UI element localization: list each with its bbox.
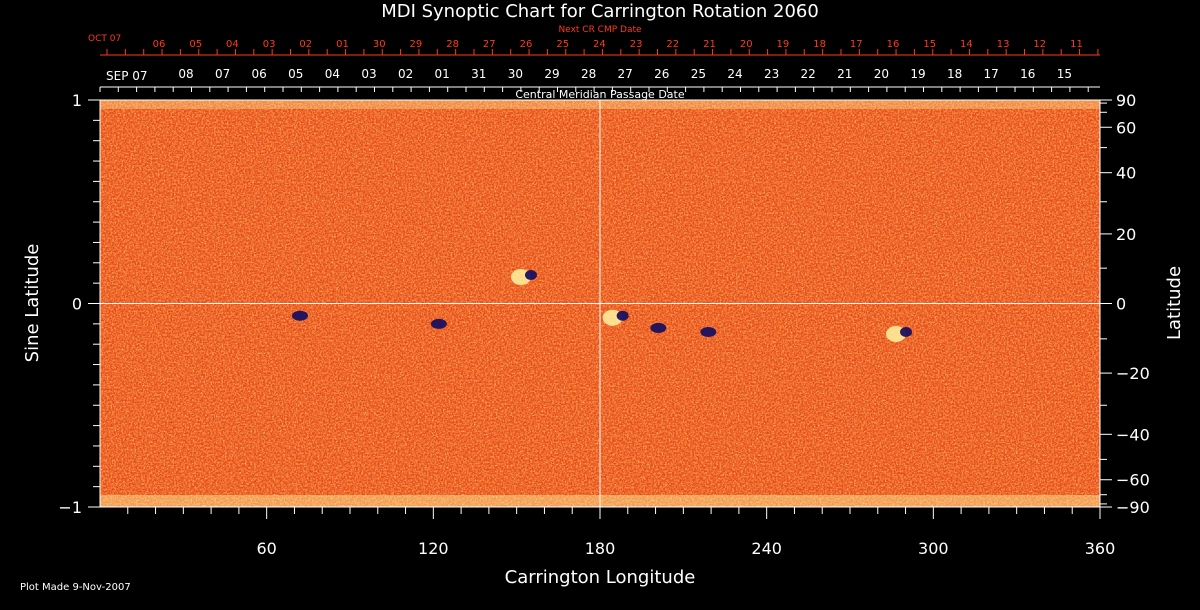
next-cr-day-label: 16 (887, 39, 900, 50)
chart-title: MDI Synoptic Chart for Carrington Rotati… (381, 1, 819, 22)
active-region-negative (525, 270, 537, 281)
cmp-day-label: 17 (984, 67, 999, 81)
next-cr-day-label: 26 (520, 39, 533, 50)
active-region-negative (616, 310, 629, 321)
next-cr-day-label: 30 (373, 39, 386, 50)
cmp-day-label: 06 (252, 67, 267, 81)
y-tick-label-left: 0 (72, 295, 82, 314)
cmp-day-label: 24 (727, 67, 742, 81)
cmp-day-label: 31 (471, 67, 486, 81)
cmp-day-label: 27 (618, 67, 633, 81)
x-tick-label: 360 (1085, 539, 1116, 558)
cmp-day-label: 23 (764, 67, 779, 81)
y-tick-label-right: −20 (1116, 364, 1150, 383)
plot-made-note: Plot Made 9-Nov-2007 (20, 582, 131, 593)
y-tick-label-right: 60 (1116, 118, 1136, 137)
next-cr-day-label: 27 (483, 39, 496, 50)
y-tick-label-left: 1 (72, 91, 82, 110)
next-cr-axis-label: Next CR CMP Date (558, 25, 642, 35)
cmp-day-label: 25 (691, 67, 706, 81)
next-cr-day-label: 03 (263, 39, 276, 50)
next-cr-day-label: 02 (299, 39, 312, 50)
x-tick-label: 120 (418, 539, 449, 558)
next-cr-day-label: 25 (556, 39, 569, 50)
cmp-day-label: 21 (837, 67, 852, 81)
cmp-day-label: 04 (325, 67, 340, 81)
next-cr-day-label: 28 (446, 39, 459, 50)
cmp-day-label: 29 (544, 67, 559, 81)
next-cr-day-label: 12 (1033, 39, 1046, 50)
cmp-day-label: 26 (654, 67, 669, 81)
x-axis-label: Carrington Longitude (505, 567, 696, 588)
cmp-day-label: 28 (581, 67, 596, 81)
cmp-day-label: 05 (288, 67, 303, 81)
cmp-axis-label: Central Meridian Passage Date (515, 88, 684, 101)
next-cr-day-label: 06 (153, 39, 166, 50)
cmp-day-label: 19 (910, 67, 925, 81)
active-region-negative (650, 322, 667, 333)
y-tick-label-right: −90 (1116, 498, 1150, 517)
active-region-negative (900, 327, 912, 338)
active-region-negative (292, 310, 308, 321)
y-tick-label-right: 40 (1116, 164, 1136, 183)
cmp-start-label: SEP 07 (106, 69, 148, 83)
cmp-day-label: 18 (947, 67, 962, 81)
y-tick-label-left: −1 (58, 498, 82, 517)
x-tick-label: 300 (918, 539, 949, 558)
y-tick-label-right: 20 (1116, 225, 1136, 244)
next-cr-day-label: 22 (666, 39, 679, 50)
y-axis-label-left: Sine Latitude (22, 244, 43, 363)
next-cr-day-label: 21 (703, 39, 716, 50)
next-cr-day-label: 13 (997, 39, 1010, 50)
cmp-day-label: 02 (398, 67, 413, 81)
y-tick-label-right: 90 (1116, 91, 1136, 110)
y-tick-label-right: 0 (1116, 295, 1126, 314)
active-region-negative (430, 318, 447, 329)
next-cr-day-label: 24 (593, 39, 606, 50)
cmp-day-label: 30 (508, 67, 523, 81)
cmp-day-label: 01 (435, 67, 450, 81)
next-cr-day-label: 04 (226, 39, 239, 50)
next-cr-day-label: 17 (850, 39, 863, 50)
y-tick-label-right: −60 (1116, 471, 1150, 490)
next-cr-day-label: 19 (777, 39, 790, 50)
map-grid (100, 100, 1100, 507)
x-tick-label: 180 (585, 539, 616, 558)
cmp-day-label: 20 (874, 67, 889, 81)
next-cr-day-label: 11 (1070, 39, 1083, 50)
cmp-day-label: 15 (1057, 67, 1072, 81)
next-cr-start-label: OCT 07 (88, 34, 121, 44)
next-cr-day-label: 14 (960, 39, 973, 50)
cmp-day-label: 08 (178, 67, 193, 81)
cmp-day-label: 16 (1020, 67, 1035, 81)
y-axis-label-right: Latitude (1164, 266, 1185, 340)
cmp-day-label: 07 (215, 67, 230, 81)
map-axes: 60 120 180 240 300 360 1 0 −1 90 60 40 20 0 −20 −40 −60 −… (58, 39, 1149, 558)
next-cr-day-label: 01 (336, 39, 349, 50)
next-cr-day-label: 15 (923, 39, 936, 50)
y-tick-label-right: −40 (1116, 425, 1150, 444)
next-cr-day-label: 29 (410, 39, 423, 50)
next-cr-day-label: 05 (189, 39, 202, 50)
cmp-day-label: 22 (801, 67, 816, 81)
x-tick-label: 60 (256, 539, 276, 558)
cmp-day-label: 03 (361, 67, 376, 81)
next-cr-day-label: 23 (630, 39, 643, 50)
x-tick-label: 240 (751, 539, 782, 558)
next-cr-day-label: 18 (813, 39, 826, 50)
next-cr-day-label: 20 (740, 39, 753, 50)
active-region-negative (700, 326, 717, 337)
